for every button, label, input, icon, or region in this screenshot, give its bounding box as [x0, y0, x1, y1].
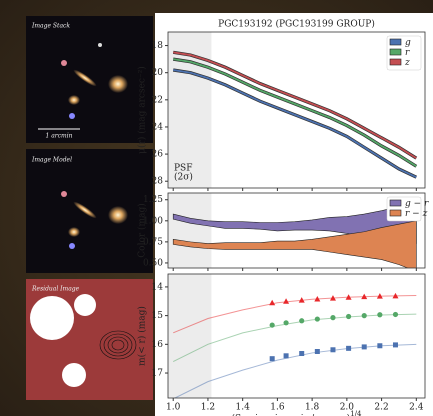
- panel-label: Residual Image: [31, 286, 80, 293]
- marker: [330, 315, 335, 320]
- star: [61, 191, 67, 197]
- marker: [330, 347, 335, 352]
- x-tick-label: 1.2: [201, 403, 215, 413]
- galaxy: [68, 227, 80, 237]
- x-axis-label-exponent: 1/4: [350, 410, 362, 416]
- x-tick-label: 1.6: [270, 403, 285, 413]
- x-tick-label: 2.2: [374, 403, 388, 413]
- y-tick-label: 14: [152, 282, 164, 292]
- legend-label: g: [405, 38, 411, 48]
- legend-swatch: [390, 49, 401, 55]
- marker: [362, 344, 367, 349]
- mask: [62, 363, 86, 387]
- panel-label: Image Model: [31, 157, 72, 164]
- marker: [315, 316, 320, 321]
- x-tick-label: 1.4: [236, 403, 251, 413]
- legend-label: z: [404, 58, 410, 68]
- galaxy: [108, 75, 128, 93]
- legend: grz: [387, 36, 421, 70]
- star: [61, 60, 67, 66]
- residual-panel: Residual Image: [26, 279, 153, 400]
- marker: [283, 320, 288, 325]
- marker: [393, 312, 398, 317]
- y-axis-label: μ(r) (mag arcsec⁻²): [137, 66, 148, 154]
- y-tick-label: 15: [152, 311, 164, 321]
- y-tick-label: 24: [152, 122, 164, 132]
- psf-region: [168, 274, 211, 398]
- mask: [74, 294, 96, 316]
- legend-label: g − r: [405, 199, 429, 209]
- legend: g − rr − z: [387, 197, 429, 221]
- legend-swatch: [390, 210, 401, 216]
- y-tick-label: 18: [152, 41, 164, 51]
- scale-label: 1 arcmin: [45, 133, 72, 140]
- y-tick-label: 17: [152, 369, 164, 379]
- marker: [346, 314, 351, 319]
- marker: [299, 318, 304, 323]
- x-axis-label-text: (Semi-major axis / arcsec): [232, 413, 351, 416]
- marker: [346, 346, 351, 351]
- y-axis-label: Color (mag): [137, 203, 148, 257]
- marker: [284, 353, 289, 358]
- marker: [299, 351, 304, 356]
- y-tick-label: 28: [152, 177, 164, 187]
- legend-swatch: [390, 59, 401, 65]
- marker: [377, 312, 382, 317]
- x-tick-label: 1.0: [166, 403, 181, 413]
- y-tick-label: 16: [152, 340, 164, 350]
- image-stack-panel: Image Stack 1 arcmin: [26, 16, 153, 143]
- psf-region: [168, 193, 211, 268]
- marker: [270, 322, 275, 327]
- y-tick-label: 22: [152, 95, 163, 105]
- legend-label: r: [405, 48, 410, 58]
- page: Image Stack 1 arcmin Image Model Residua…: [0, 0, 433, 416]
- chart-title: PGC193192 (PGC193199 GROUP): [218, 19, 375, 30]
- y-tick-label: 26: [152, 150, 164, 160]
- marker: [393, 342, 398, 347]
- marker: [377, 343, 382, 348]
- image-model-panel: Image Model: [26, 149, 153, 273]
- legend-label: r − z: [405, 209, 428, 219]
- legend-swatch: [390, 39, 401, 45]
- legend-swatch: [390, 200, 401, 206]
- annotation: (2σ): [174, 172, 193, 183]
- y-tick-label: 20: [152, 68, 164, 78]
- star: [69, 243, 75, 249]
- y-axis-label: m(< r) (mag): [137, 306, 148, 366]
- marker: [315, 349, 320, 354]
- galaxy: [68, 95, 80, 105]
- star: [98, 43, 102, 47]
- x-tick-label: 2.4: [409, 403, 424, 413]
- marker: [362, 313, 367, 318]
- marker: [270, 356, 275, 361]
- x-tick-label: 1.8: [305, 403, 320, 413]
- galaxy: [108, 206, 128, 224]
- y-tick-label: 0.50: [143, 258, 163, 268]
- mask: [30, 296, 74, 340]
- figure: Image Stack 1 arcmin Image Model Residua…: [0, 0, 433, 416]
- panel-label: Image Stack: [31, 23, 70, 30]
- star: [69, 113, 75, 119]
